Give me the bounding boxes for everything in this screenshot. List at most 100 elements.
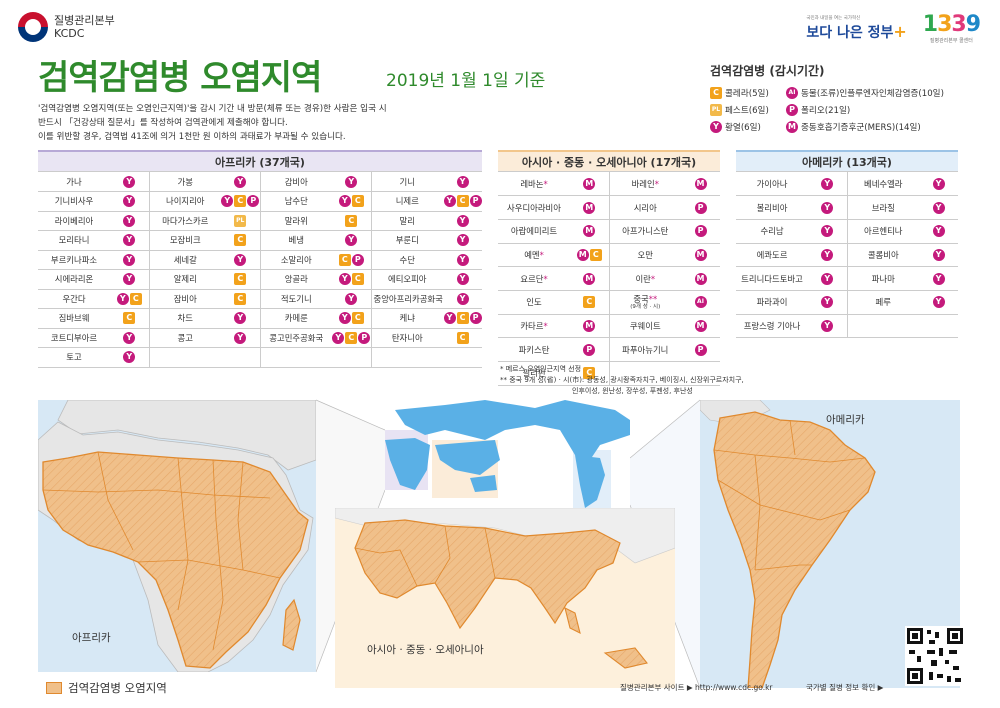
table-row: 볼리비아 Y 브라질 Y [736,195,958,220]
disease-badge-y-icon: Y [443,312,456,325]
country-name: 앙골라 [260,269,332,290]
country-name: 에티오피아 [371,269,443,290]
legend-item-label: 폴리오(21일) [801,106,851,116]
disease-badge-m-icon: M [583,225,596,238]
country-label: 우간다 [62,293,86,304]
disease-cell: M [681,243,720,268]
disease-cell: M [570,195,610,220]
country-label: 잠비아 [173,293,197,304]
table-row: 파라과이 Y 페루 Y [736,290,958,315]
legend-item: Y 황열(6일) [710,121,786,133]
legend-item-label: 동물(조류)인플루엔자인체감염증(10일) [801,89,944,99]
disease-badge-y-icon: Y [116,292,129,305]
disease-badge-y-icon: Y [332,331,345,344]
africa-panel: 아프리카 (37개국) 가나 Y 가봉 Y 감비아 Y 기니 Y 기니비사우 Y 나이지리아 Y C P 남… [38,150,482,368]
hotline-digit: 3 [937,12,952,37]
country-name: 이란* [609,266,681,291]
country-name: 잠비아 [149,289,221,309]
disease-cell: Y [221,308,261,329]
country-name: 시에라리온 [38,269,110,290]
country-label: 가나 [66,176,82,187]
hotline-digit: 1 [922,12,938,37]
disease-badge-c-icon: C [234,234,247,247]
disease-badge-c-icon: C [456,195,469,208]
legend-item: AI 동물(조류)인플루엔자인체감염증(10일) [786,87,990,99]
disease-cell: M [681,172,720,197]
disease-badge-c-icon: C [456,331,469,344]
country-label: 시에라리온 [54,274,94,285]
disease-cell: Y [808,219,848,244]
page-title: 검역감염병 오염지역 [38,58,322,98]
disease-badge-pl-icon: PL [710,104,722,116]
notice-line-3: 이를 위반할 경우, 검역법 41조에 의거 1천만 원 이하의 과태료가 부과… [38,132,346,142]
disease-badge-y-icon: Y [234,175,247,188]
legend-title: 검역감염병 (감시기간) [710,64,825,78]
country-label: 아프가니스탄 [622,226,669,237]
country-name: 사우디아라비아 [498,195,570,220]
country-name: 차드 [149,308,221,329]
table-row: 사우디아라비아 M 시리아 P [498,195,720,220]
country-name: 아랍에미리트 [498,219,570,244]
country-name: 소말리아 [260,250,332,270]
hatched-swatch-icon [46,682,62,694]
country-name: 볼리비아 [736,195,808,220]
country-name: 탄자니아 [371,328,443,348]
country-label: 부르키나파소 [50,254,98,265]
disease-cell: Y [332,289,372,309]
hotline-sub: 질병관리본부 콜센터 [929,38,973,44]
country-name: 말라위 [260,211,332,231]
kcdc-site-link[interactable]: 질병관리본부 사이트 ▶ http://www.cdc.go.kr [620,683,773,692]
country-info-link[interactable]: 국가별 질병 정보 확인 ▶ [806,683,884,692]
legend-item: P 폴리오(21일) [786,104,990,116]
disease-cell: Y [443,230,482,251]
disease-cell: C [332,211,372,231]
country-name: 부르키나파소 [38,250,110,270]
hotline-number: 1339 [922,12,981,37]
footnote-mark: * [543,178,548,189]
country-name [149,347,221,368]
country-name: 요르단* [498,266,570,291]
disease-badge-p-icon: P [469,312,482,325]
disease-cell: M [681,314,720,339]
table-row: 가이아나 Y 베네수엘라 Y [736,172,958,197]
qr-code-icon[interactable] [905,626,965,686]
disease-badge-y-icon: Y [443,195,456,208]
country-label: 볼리비아 [756,202,788,213]
country-name: 세네갈 [149,250,221,270]
table-row: 파키스탄 P 파푸아뉴기니 P [498,337,720,362]
disease-cell: C [110,308,150,329]
country-label: 라이베리아 [54,215,94,226]
disease-badge-p-icon: P [351,253,364,266]
gov-slogan-logo: 국민과 내일을 여는 국가혁신 보다 나은 정부+ [806,15,906,42]
table-row: 필리핀 C [498,361,720,386]
disease-badge-y-icon: Y [821,201,834,214]
disease-badge-y-icon: Y [345,292,358,305]
country-label: 파키스탄 [518,344,550,355]
country-name: 케냐 [371,308,443,329]
disease-cell: Y [110,347,150,368]
table-row: 부르키나파소 Y 세네갈 Y 소말리아 C P 수단 Y [38,250,482,270]
table-row: 우간다 Y C 잠비아 C 적도기니 Y 중앙아프리카공화국 Y [38,289,482,309]
disease-cell: M [570,172,610,197]
disease-cell: C [443,328,482,348]
country-label: 요르단 [520,273,544,284]
notice-line-1: '검역감염병 오염지역(또는 오염인근지역)'을 감시 기간 내 방문(체류 또… [38,104,387,114]
country-label: 인도 [526,297,542,308]
country-name: 카타르* [498,314,570,339]
country-label: 수리남 [760,226,784,237]
country-name: 카메룬 [260,308,332,329]
footnote-mark: * [654,178,659,189]
disease-badge-m-icon: M [694,177,707,190]
disease-badge-p-icon: P [694,225,707,238]
country-name: 오만 [609,243,681,268]
country-name: 우간다 [38,289,110,309]
country-name: 바레인* [609,172,681,197]
disease-badge-y-icon: Y [456,234,469,247]
reference-date: 2019년 1월 1일 기준 [386,71,546,91]
disease-cell: Y [808,314,848,339]
disease-cell: P [681,219,720,244]
table-row: 프랑스령 기아나 Y [736,314,958,339]
disease-badge-c-icon: C [351,273,364,286]
